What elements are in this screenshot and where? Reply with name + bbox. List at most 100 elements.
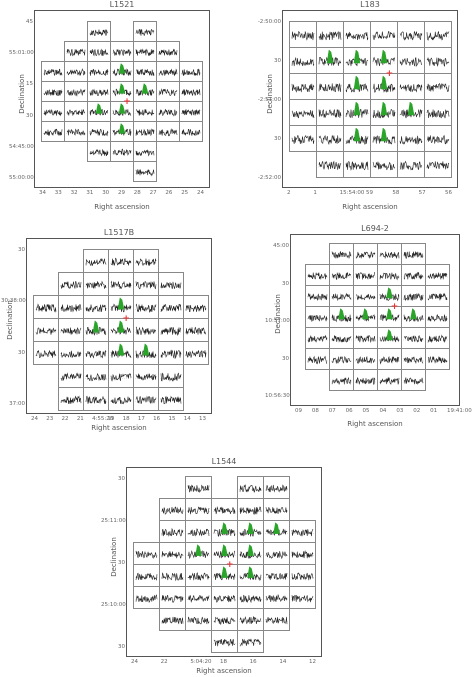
y-tick-label: 30:38:00 bbox=[1, 298, 26, 305]
spectrum-line bbox=[213, 506, 236, 515]
spectrum-plot bbox=[35, 327, 57, 335]
detection-line bbox=[195, 544, 202, 556]
x-tick-label: 09 bbox=[295, 408, 302, 414]
spectrum-line bbox=[307, 314, 328, 322]
spectrum-line bbox=[187, 595, 210, 603]
spectrum-plot bbox=[318, 109, 342, 118]
spectrum-plot bbox=[158, 128, 178, 137]
spectrum-cell bbox=[353, 348, 378, 370]
spectrum-plot bbox=[427, 314, 448, 322]
spectrum-cell bbox=[185, 498, 212, 521]
spectrum-cell bbox=[370, 151, 398, 178]
spectrum-line bbox=[307, 334, 328, 343]
spectrum-plot bbox=[43, 89, 63, 96]
y-tick-label: 30 bbox=[18, 247, 25, 253]
spectrum-plot bbox=[345, 31, 369, 41]
spectrum-cell bbox=[83, 364, 109, 388]
spectrum-cell bbox=[377, 264, 402, 286]
spectrum-line bbox=[161, 594, 184, 603]
spectrum-line bbox=[135, 169, 155, 177]
spectrum-cell bbox=[185, 542, 212, 565]
spectrum-line bbox=[318, 134, 342, 146]
spectrum-plot bbox=[181, 68, 201, 77]
spectrum-line bbox=[213, 638, 236, 647]
detection-line bbox=[118, 103, 126, 114]
spectrum-plot bbox=[318, 160, 342, 170]
spectrum-line bbox=[135, 594, 158, 604]
spectrum-plot bbox=[60, 281, 82, 289]
x-axis-label: Right ascension bbox=[91, 424, 147, 432]
spectrum-cell bbox=[133, 161, 157, 182]
spectrum-plot bbox=[85, 320, 107, 336]
spectrum-line bbox=[60, 304, 82, 313]
spectrum-cell bbox=[425, 264, 450, 286]
detection-line bbox=[386, 329, 393, 341]
spectrum-line bbox=[35, 303, 57, 313]
spectrum-cell bbox=[401, 285, 426, 307]
x-axis-label: Right ascension bbox=[347, 420, 403, 428]
panel-l183: L183 + 2 1 15:54:00 59 58 57 56 -2:50:00 30 -2:51… bbox=[258, 0, 458, 211]
spectrum-plot bbox=[355, 293, 376, 301]
spectrum-cell bbox=[158, 364, 184, 388]
spectrum-cell bbox=[108, 272, 134, 296]
x-tick-label: 13 bbox=[199, 416, 206, 422]
spectrum-line bbox=[35, 349, 57, 358]
spectrum-plot bbox=[110, 280, 132, 289]
spectrum-cell bbox=[237, 586, 264, 609]
spectrum-cell bbox=[237, 608, 264, 631]
spectrum-plot bbox=[239, 522, 262, 538]
spectrum-cell bbox=[64, 81, 88, 102]
spectrum-plot bbox=[426, 109, 450, 119]
spectrum-line bbox=[399, 31, 423, 41]
spectrum-plot bbox=[181, 88, 201, 97]
spectrum-line bbox=[112, 128, 132, 136]
spectrum-line bbox=[60, 327, 82, 335]
spectrum-cell bbox=[183, 318, 209, 342]
x-tick-label: 31 bbox=[86, 190, 94, 196]
spectrum-line bbox=[345, 161, 369, 171]
spectrum-plot bbox=[85, 372, 107, 382]
spectrum-cell bbox=[377, 369, 402, 391]
spectrum-cell bbox=[263, 542, 290, 565]
spectrum-plot bbox=[427, 355, 448, 364]
spectrum-cell bbox=[424, 73, 452, 100]
spectrum-line bbox=[291, 550, 314, 559]
spectrum-line bbox=[187, 484, 210, 494]
spectrum-line bbox=[372, 31, 396, 41]
spectrum-line bbox=[403, 314, 424, 323]
spectrum-plot bbox=[185, 350, 207, 358]
spectrum-line bbox=[60, 350, 82, 358]
spectrum-line bbox=[135, 48, 155, 56]
spectrum-cell bbox=[329, 327, 354, 349]
spectrum-cell bbox=[133, 141, 157, 162]
spectrum-plot bbox=[160, 281, 182, 289]
spectrum-plot bbox=[372, 31, 396, 41]
spectrum-line bbox=[66, 109, 86, 116]
spectrum-plot bbox=[239, 615, 262, 625]
spectrum-cell bbox=[397, 151, 425, 178]
detection-line bbox=[118, 63, 126, 74]
spectrum-cell bbox=[133, 341, 159, 365]
spectrum-line bbox=[110, 373, 132, 382]
spectrum-plot bbox=[112, 123, 132, 136]
spectrum-cell bbox=[329, 306, 354, 328]
spectrum-plot bbox=[239, 506, 262, 515]
detection-line bbox=[247, 566, 254, 578]
spectrum-line bbox=[66, 68, 86, 76]
spectrum-plot bbox=[291, 529, 314, 537]
spectrum-plot bbox=[331, 376, 352, 385]
spectrum-cell bbox=[401, 306, 426, 328]
spectrum-cell bbox=[87, 81, 111, 102]
spectrum-plot bbox=[185, 326, 207, 335]
spectrum-plot bbox=[345, 127, 369, 145]
detection-line bbox=[117, 297, 125, 310]
spectrum-line bbox=[307, 355, 328, 365]
spectrum-line bbox=[427, 355, 448, 364]
spectrum-cell bbox=[401, 348, 426, 370]
spectrum-cell bbox=[83, 387, 109, 411]
spectrum-line bbox=[318, 56, 342, 67]
spectrum-cell bbox=[377, 327, 402, 349]
spectrum-line bbox=[291, 135, 315, 145]
spectrum-line bbox=[110, 280, 132, 289]
spectrum-plot bbox=[43, 68, 63, 76]
